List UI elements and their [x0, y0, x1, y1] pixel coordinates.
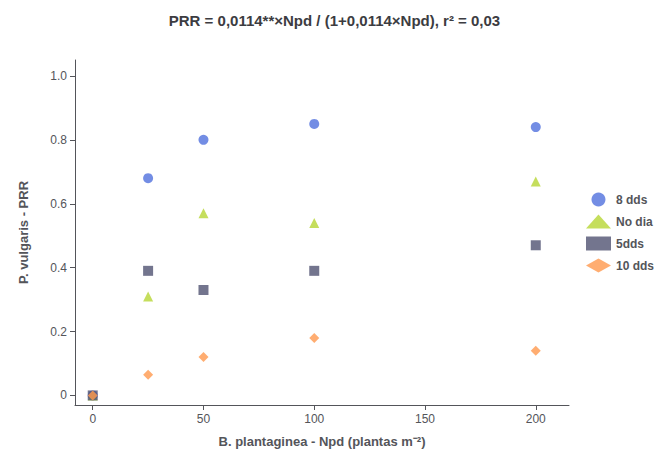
svg-text:0.6: 0.6 — [50, 197, 67, 211]
svg-text:150: 150 — [415, 412, 435, 426]
svg-text:5dds: 5dds — [616, 237, 644, 251]
svg-text:PRR = 0,0114**×Npd / (1+0,0114: PRR = 0,0114**×Npd / (1+0,0114×Npd), r² … — [169, 12, 500, 29]
svg-text:200: 200 — [526, 412, 546, 426]
svg-text:1.0: 1.0 — [50, 69, 67, 83]
svg-text:10 dds: 10 dds — [616, 259, 654, 273]
svg-text:0.2: 0.2 — [50, 325, 67, 339]
svg-text:8 dds: 8 dds — [616, 193, 648, 207]
svg-text:No dia: No dia — [616, 215, 653, 229]
svg-text:50: 50 — [197, 412, 211, 426]
svg-text:P. vulgaris - PRR: P. vulgaris - PRR — [16, 180, 31, 284]
svg-text:100: 100 — [304, 412, 324, 426]
svg-text:0.8: 0.8 — [50, 133, 67, 147]
svg-text:0: 0 — [60, 388, 67, 402]
svg-text:0.4: 0.4 — [50, 261, 67, 275]
svg-text:0: 0 — [89, 412, 96, 426]
svg-text:B. plantaginea - Npd (plantas: B. plantaginea - Npd (plantas m⁻²) — [219, 434, 426, 449]
